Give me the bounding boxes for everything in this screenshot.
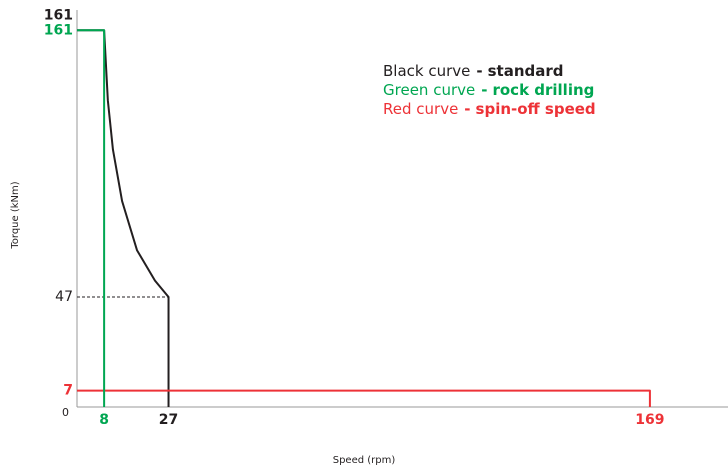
y-tick-label: 161 xyxy=(44,22,73,38)
y-axis-label: Torque (kNm) xyxy=(10,181,21,249)
x-tick-label: 169 xyxy=(635,412,664,428)
legend-separator: - xyxy=(476,62,482,80)
series-line xyxy=(77,29,170,407)
y-tick-label: 47 xyxy=(55,289,73,305)
x-tick-label: 8 xyxy=(99,412,109,428)
y-tick-label: 161 xyxy=(44,7,73,23)
series-line xyxy=(77,29,106,407)
legend-name: standard xyxy=(488,62,564,80)
x-axis-label: Speed (rpm) xyxy=(333,455,396,466)
legend-label: Black curve xyxy=(383,62,470,80)
legend-entry: Green curve - rock drilling xyxy=(383,81,594,99)
legend-name: spin-off speed xyxy=(476,100,596,118)
x-tick-label: 27 xyxy=(159,412,178,428)
y-tick-label: 7 xyxy=(63,383,73,399)
legend-separator: - xyxy=(464,100,470,118)
legend-entry: Black curve - standard xyxy=(383,62,564,80)
series-line xyxy=(77,389,651,407)
legend-separator: - xyxy=(481,81,487,99)
legend-label: Red curve xyxy=(383,100,458,118)
y-tick-label: 0 xyxy=(62,406,69,419)
legend-entry: Red curve - spin-off speed xyxy=(383,100,596,118)
legend-name: rock drilling xyxy=(492,81,594,99)
legend-label: Green curve xyxy=(383,81,475,99)
